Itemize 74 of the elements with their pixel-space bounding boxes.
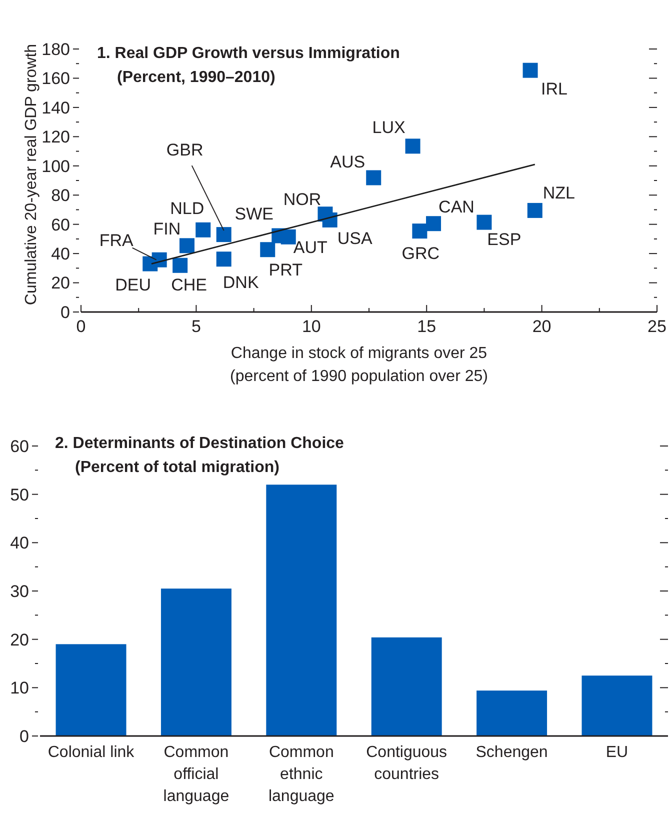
- y-tick-label: 10: [10, 678, 29, 698]
- point: [426, 216, 442, 232]
- chart-title: 2. Determinants of Destination Choice: [55, 435, 344, 452]
- annotation: USA: [337, 228, 373, 248]
- annotation: ESP: [487, 230, 522, 250]
- point: [196, 222, 211, 238]
- text: (Percent of total migration): [75, 459, 280, 476]
- point: [216, 227, 232, 242]
- y-tick-label: 60: [51, 215, 70, 234]
- point: [476, 214, 492, 230]
- annotation: LUX: [372, 118, 406, 138]
- annotation: CAN: [438, 198, 474, 217]
- point: [527, 202, 542, 218]
- y-tick-label: 50: [10, 485, 29, 504]
- x-tick-label: Schengen: [476, 744, 548, 761]
- x-tick-label: Common official language: [163, 744, 230, 805]
- x-tick-label: Colonial link: [48, 744, 136, 761]
- x-tick-label: 10: [302, 317, 321, 336]
- point: [412, 224, 428, 239]
- annotation: CHE: [171, 275, 208, 294]
- annotation: GRC: [402, 244, 440, 264]
- y-tick-label: 60: [10, 436, 29, 456]
- y-tick-label: 100: [42, 156, 70, 176]
- x-tick-label: 5: [191, 317, 201, 336]
- y-tick-label: 0: [60, 302, 70, 322]
- x-tick-label: 0: [76, 317, 86, 336]
- annotation: NZL: [542, 183, 575, 202]
- chart-title: 1. Real GDP Growth versus Immigration: [97, 45, 400, 62]
- x-tick-label: 20: [532, 317, 552, 336]
- y-axis-title: Cumulative 20-year real GDP growth: [23, 44, 40, 306]
- annotation: NOR: [283, 190, 322, 210]
- y-tick-label: 30: [10, 582, 29, 601]
- annotation: PRT: [268, 260, 302, 280]
- point: [322, 212, 338, 228]
- point: [366, 170, 382, 186]
- annotation: FRA: [99, 230, 134, 250]
- y-tick-label: 120: [42, 128, 70, 147]
- annotation: DNK: [222, 273, 260, 292]
- y-tick-label: 160: [42, 69, 70, 88]
- annotation: DEU: [115, 276, 152, 295]
- x-tick-label: 25: [648, 317, 666, 336]
- point: [405, 138, 420, 154]
- bar: [582, 676, 652, 736]
- y-tick-label: 80: [51, 186, 70, 206]
- bar: [160, 588, 232, 736]
- annotation: NLD: [170, 198, 204, 218]
- bar: [476, 690, 548, 736]
- annotation: GBR: [166, 140, 204, 160]
- y-tick-label: 140: [42, 98, 70, 118]
- bar: [371, 637, 442, 736]
- annotation: AUT: [293, 238, 328, 257]
- y-tick-label: 0: [20, 726, 29, 746]
- x-axis-title: Change in stock of migrants over 25 (percent of 1990 population over 25): [230, 345, 488, 385]
- y-tick-label: 40: [10, 534, 29, 553]
- text: (Percent, 1990–2010): [117, 69, 276, 86]
- y-tick-label: 20: [51, 274, 70, 293]
- annotation: SWE: [234, 204, 274, 224]
- bar: [266, 484, 337, 736]
- point: [172, 258, 188, 273]
- y-tick-label: 40: [51, 244, 70, 264]
- y-tick-label: 20: [10, 630, 29, 650]
- bar: [56, 644, 126, 736]
- point: [522, 62, 538, 78]
- point: [179, 238, 194, 254]
- x-tick-label: Common ethnic language: [268, 744, 334, 805]
- y-tick-label: 180: [42, 40, 70, 59]
- point: [216, 252, 232, 267]
- annotation: IRL: [541, 79, 568, 98]
- x-tick-label: Contiguous countries: [366, 744, 448, 783]
- point: [260, 242, 276, 258]
- x-tick-label: EU: [606, 744, 628, 761]
- annotation: AUS: [330, 152, 366, 172]
- x-tick-label: 15: [417, 317, 436, 336]
- annotation: FIN: [153, 220, 181, 239]
